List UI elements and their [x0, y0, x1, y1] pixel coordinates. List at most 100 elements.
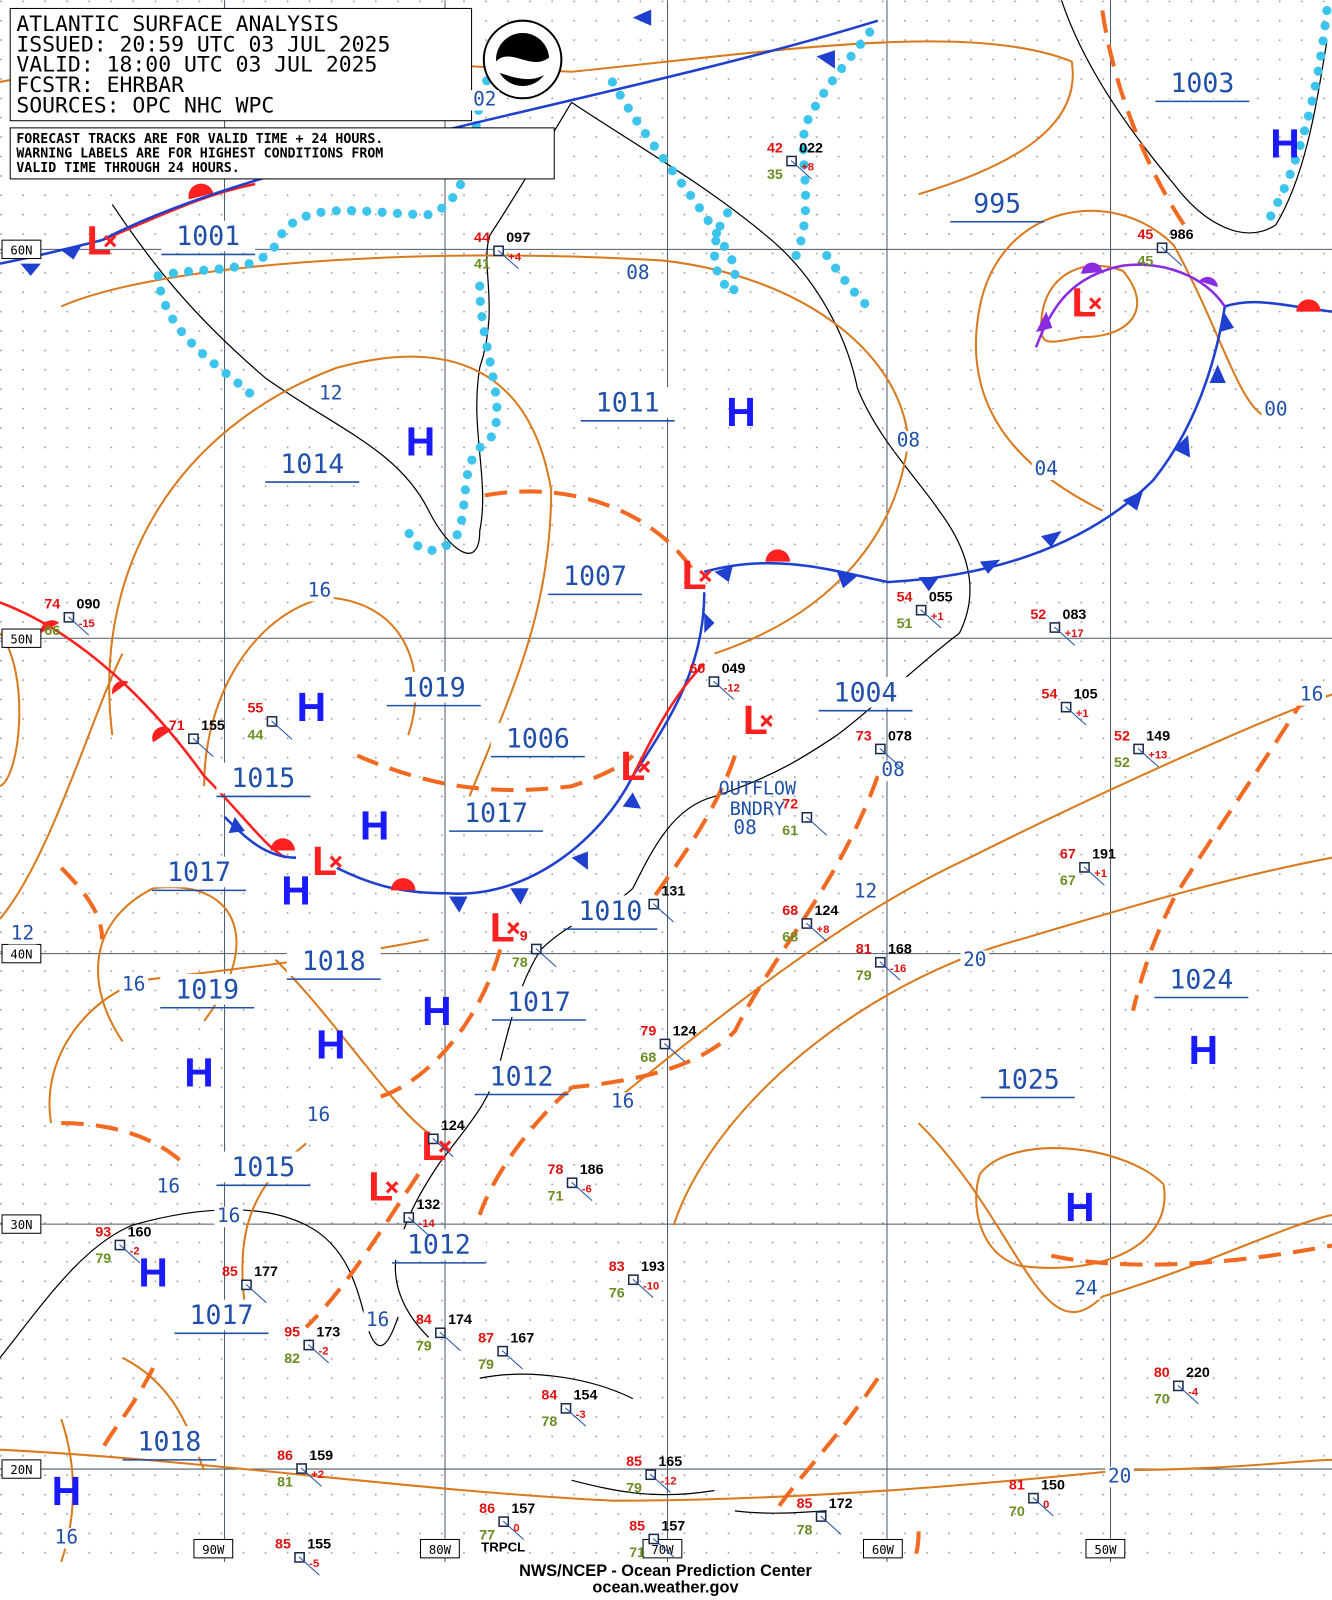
station-dewpoint: 78: [512, 955, 528, 971]
station-pressure: 022: [799, 140, 823, 156]
pressure-label: 1017: [464, 798, 528, 829]
isobar-label: 08: [897, 428, 920, 451]
station-dewpoint: 68: [782, 929, 798, 945]
station-pressure: 168: [888, 942, 912, 958]
pressure-label: 1012: [490, 1061, 554, 1092]
station-pressure: 124: [815, 903, 839, 919]
high-center: H: [52, 1468, 81, 1514]
lat-label-box: [1, 1214, 42, 1234]
station-dewpoint: 41: [474, 257, 490, 273]
station-pressure: 173: [316, 1324, 340, 1340]
station-dewpoint: 79: [626, 1481, 642, 1497]
station-tendency: +1: [931, 611, 944, 623]
isobar-label-bg: [1261, 400, 1291, 421]
lon-label: 90W: [202, 1543, 225, 1557]
wind-barb: [652, 903, 674, 923]
pressure-label-bg: [174, 1299, 269, 1331]
station-temperature: 84: [541, 1388, 557, 1404]
pressure-label-bg: [490, 722, 585, 754]
high-center: H: [1189, 1027, 1218, 1073]
pressure-label-bg: [1154, 963, 1249, 995]
isobar-label: 08: [733, 816, 756, 839]
low-center: L: [421, 1123, 446, 1169]
pressure-label: 1006: [506, 723, 570, 754]
station-temperature: 55: [247, 701, 263, 717]
pressure-label-bg: [580, 387, 675, 418]
pressure-label-bg: [216, 1151, 311, 1183]
wind-barb: [713, 680, 735, 700]
station-temperature: 81: [1009, 1477, 1025, 1493]
wind-barb: [300, 1467, 322, 1487]
wind-barb: [407, 1216, 430, 1236]
station-dewpoint: 71: [548, 1189, 564, 1205]
station-pressure: 172: [829, 1496, 853, 1512]
high-center: H: [184, 1049, 213, 1095]
isobar-label-bg: [1071, 1279, 1101, 1300]
station-pressure: 049: [722, 661, 746, 677]
wind-barb: [1083, 866, 1105, 886]
lat-label: 20N: [10, 1463, 32, 1477]
wind-barb: [1032, 1497, 1054, 1517]
lat-label: 60N: [10, 243, 32, 257]
wind-barb: [571, 1181, 593, 1202]
station-temperature: 60: [689, 661, 705, 677]
wind-barb: [535, 948, 557, 968]
station-dewpoint: 77: [479, 1527, 495, 1543]
pressure-label-bg: [818, 677, 913, 708]
isobar-label-bg: [960, 950, 990, 971]
wind-barb: [298, 1556, 320, 1576]
lon-label-box: [1085, 1538, 1126, 1559]
pressure-label-bg: [950, 188, 1045, 219]
station-dewpoint: 44: [247, 727, 263, 743]
station-temperature: 52: [1030, 607, 1046, 623]
pressure-label: 1004: [834, 678, 898, 709]
lon-label-box: [862, 1538, 903, 1559]
pressure-label: 1018: [302, 946, 366, 977]
high-center: H: [360, 802, 389, 848]
station-pressure: 159: [309, 1448, 333, 1464]
station-dewpoint: 61: [782, 823, 798, 839]
station-tendency: +8: [801, 162, 814, 174]
station-tendency: -6: [582, 1183, 592, 1195]
isobar-label: 08: [626, 261, 649, 284]
station-tendency: +4: [508, 252, 522, 264]
wind-barb: [1054, 626, 1076, 646]
station-temperature: 85: [626, 1454, 642, 1470]
lat-label: 40N: [10, 948, 32, 962]
station-temperature: 54: [897, 589, 913, 605]
isobar-label-bg: [1297, 685, 1326, 706]
station-temperature: 74: [44, 597, 60, 613]
isobar-label: 08: [881, 758, 904, 781]
low-marker: [699, 569, 712, 583]
low-center: L: [743, 697, 768, 743]
isobar-label-bg: [304, 1105, 333, 1127]
troughs: [59, 10, 1332, 1563]
wind-barb: [879, 961, 901, 981]
pressure-label: 995: [973, 189, 1021, 220]
station-dewpoint: 70: [1009, 1504, 1025, 1520]
station-pressure: 186: [580, 1162, 604, 1178]
pressure-label-bg: [161, 220, 256, 252]
high-center: H: [138, 1249, 167, 1295]
isobar-label: 16: [307, 1103, 330, 1126]
station-temperature: 9: [520, 928, 528, 944]
station-temperature: 85: [275, 1537, 291, 1553]
station-tendency: -14: [418, 1218, 435, 1230]
isobar-label-bg: [623, 263, 653, 285]
station-pressure: 132: [416, 1197, 440, 1213]
station-pressure: 174: [448, 1312, 472, 1328]
station-temperature: 73: [856, 728, 872, 744]
isobar-label-bg: [851, 882, 880, 903]
low-center: L: [87, 217, 112, 263]
station-temperature: 83: [609, 1259, 625, 1275]
pressure-label: 1012: [407, 1230, 471, 1261]
station-temperature: 84: [416, 1312, 432, 1328]
pressure-label: 1014: [280, 449, 344, 480]
station-temperature: 67: [1060, 847, 1076, 863]
pressure-label-bg: [391, 1229, 486, 1260]
station-tendency: +13: [1148, 750, 1167, 762]
isobar-label: 16: [157, 1174, 180, 1197]
wind-barb: [649, 1473, 671, 1493]
